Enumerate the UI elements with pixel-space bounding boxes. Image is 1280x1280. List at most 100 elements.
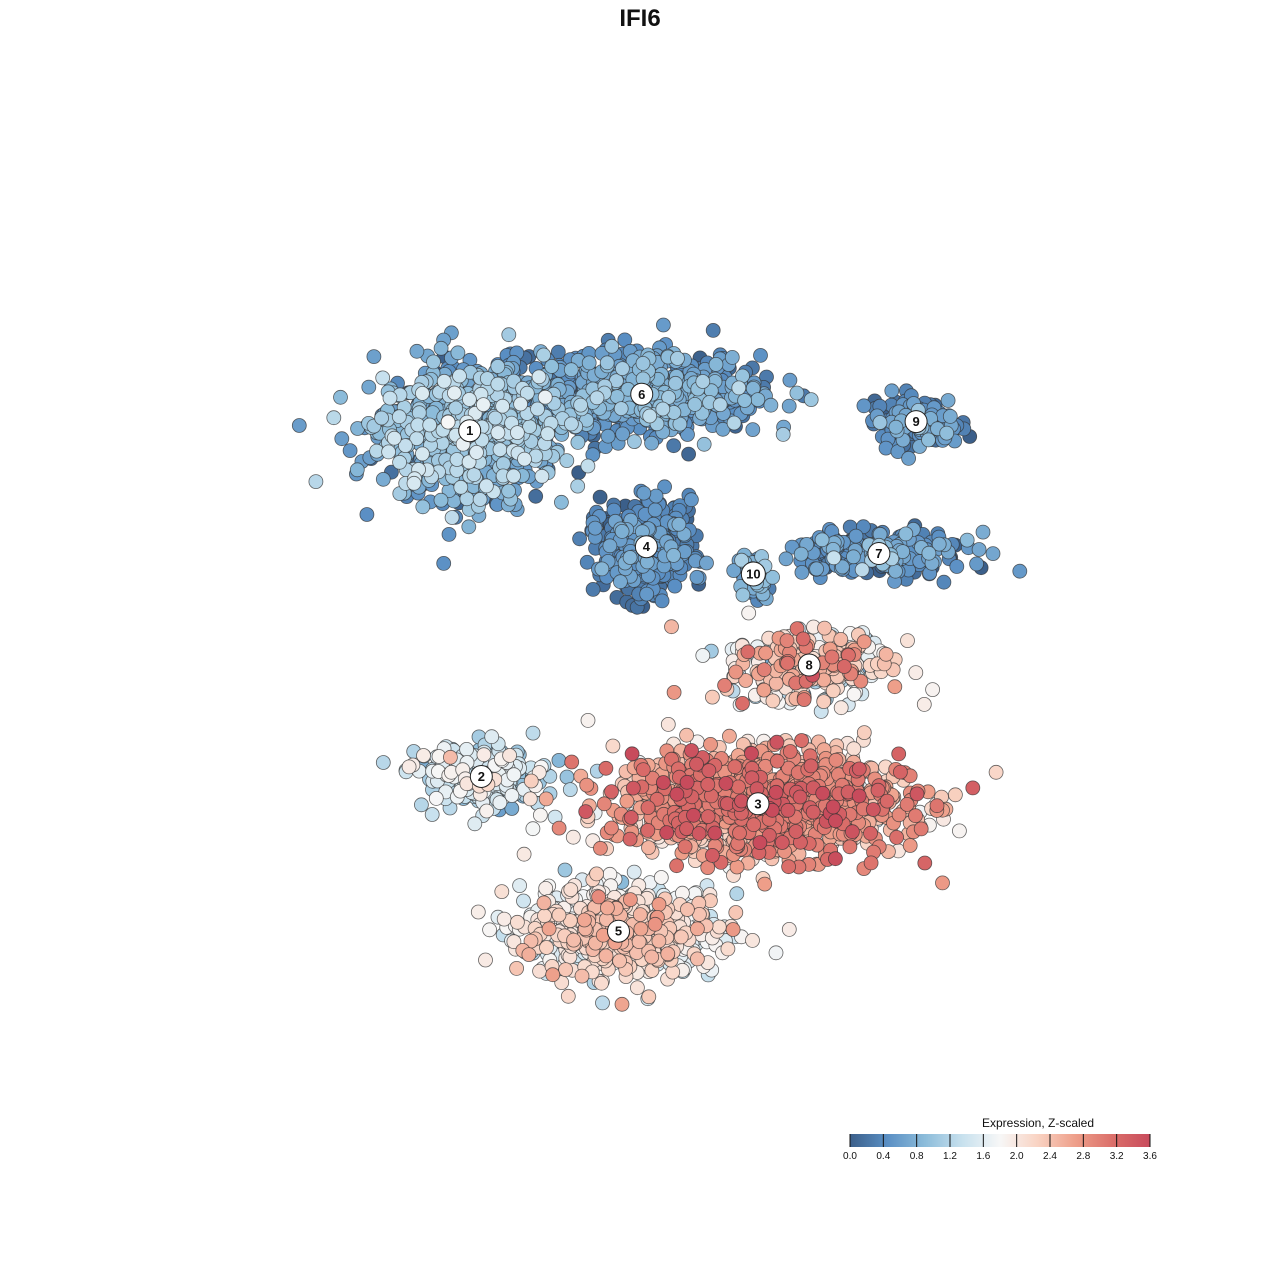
scatter-point bbox=[660, 946, 676, 962]
scatter-point bbox=[513, 396, 528, 412]
scatter-point bbox=[531, 369, 547, 385]
scatter-point bbox=[626, 864, 642, 880]
scatter-point bbox=[537, 389, 553, 405]
scatter-point bbox=[679, 727, 694, 743]
scatter-point bbox=[475, 397, 491, 413]
scatter-point bbox=[724, 349, 740, 365]
scatter-point bbox=[577, 912, 592, 928]
scatter-point bbox=[579, 554, 595, 570]
scatter-point bbox=[349, 462, 365, 478]
scatter-point bbox=[726, 415, 742, 431]
scatter-point bbox=[720, 941, 736, 957]
scatter-point bbox=[534, 468, 550, 484]
scatter-point bbox=[442, 749, 458, 765]
scatter-point bbox=[729, 886, 745, 902]
scatter-point bbox=[971, 542, 987, 557]
scatter-point bbox=[587, 520, 603, 536]
scatter-point bbox=[545, 967, 561, 983]
scatter-point bbox=[647, 502, 663, 518]
scatter-point bbox=[484, 729, 500, 745]
scatter-point bbox=[334, 431, 350, 447]
scatter-point bbox=[666, 685, 682, 700]
scatter-point bbox=[492, 795, 508, 810]
scatter-point bbox=[908, 665, 924, 680]
scatter-point bbox=[440, 414, 456, 430]
scatter-point bbox=[687, 396, 703, 412]
scatter-point bbox=[835, 559, 850, 575]
scatter-point bbox=[639, 586, 655, 602]
scatter-point bbox=[664, 619, 679, 635]
scatter-point bbox=[512, 878, 527, 893]
scatter-point bbox=[509, 961, 524, 976]
scatter-point bbox=[478, 478, 494, 494]
scatter-point bbox=[564, 416, 579, 432]
scatter-point bbox=[782, 372, 798, 388]
scatter-point bbox=[666, 438, 682, 454]
scatter-point bbox=[633, 921, 649, 937]
scatter-point bbox=[510, 425, 525, 441]
scatter-point bbox=[900, 633, 915, 648]
scatter-point bbox=[406, 475, 422, 491]
scatter-point bbox=[472, 492, 488, 507]
scatter-point bbox=[644, 435, 659, 451]
scatter-point bbox=[613, 574, 628, 590]
scatter-point bbox=[580, 713, 596, 728]
scatter-point bbox=[599, 355, 615, 371]
scatter-point bbox=[731, 380, 747, 396]
scatter-point bbox=[476, 747, 492, 763]
scatter-point bbox=[654, 593, 670, 609]
scatter-point bbox=[516, 846, 532, 862]
scatter-point bbox=[684, 492, 699, 508]
scatter-point bbox=[653, 870, 669, 885]
scatter-point bbox=[459, 742, 475, 757]
scatter-point bbox=[580, 458, 596, 474]
scatter-point bbox=[656, 317, 671, 333]
scatter-point bbox=[848, 528, 864, 544]
scatter-point bbox=[551, 753, 567, 768]
scatter-point bbox=[969, 556, 984, 572]
scatter-point bbox=[942, 408, 958, 424]
scatter-point bbox=[680, 427, 695, 442]
scatter-point bbox=[647, 916, 663, 932]
scatter-point bbox=[975, 524, 991, 540]
scatter-point bbox=[642, 408, 658, 424]
scatter-point bbox=[846, 686, 862, 702]
scatter-point bbox=[705, 322, 721, 338]
scatter-point bbox=[450, 345, 466, 361]
scatter-point bbox=[560, 988, 576, 1004]
scatter-point bbox=[525, 821, 541, 837]
scatter-point bbox=[409, 343, 425, 359]
scatter-point bbox=[735, 587, 751, 603]
scatter-point bbox=[833, 700, 849, 716]
scatter-point bbox=[641, 989, 657, 1005]
scatter-point bbox=[846, 741, 862, 757]
scatter-point bbox=[825, 683, 841, 699]
scatter-point bbox=[605, 738, 621, 754]
scatter-point bbox=[361, 379, 377, 395]
scatter-point bbox=[794, 565, 810, 580]
scatter-point bbox=[501, 327, 517, 343]
scatter-point bbox=[528, 488, 544, 504]
scatter-point bbox=[496, 911, 512, 927]
scatter-point bbox=[884, 383, 900, 399]
scatter-point bbox=[479, 803, 495, 819]
scatter-point bbox=[789, 385, 805, 401]
scatter-point bbox=[781, 922, 797, 937]
scatter-point bbox=[803, 392, 819, 408]
scatter-point bbox=[562, 782, 578, 797]
scatter-point bbox=[814, 532, 830, 548]
scatter-point bbox=[985, 546, 1001, 561]
scatter-point bbox=[768, 945, 784, 961]
scatter-point bbox=[392, 454, 408, 470]
scatter-point bbox=[536, 347, 551, 363]
scatter-point bbox=[670, 350, 685, 366]
scatter-point bbox=[878, 646, 894, 662]
scatter-point bbox=[690, 921, 705, 937]
scatter-point bbox=[490, 425, 506, 441]
scatter-point bbox=[490, 376, 506, 392]
scatter-point bbox=[641, 840, 656, 855]
scatter-point bbox=[921, 545, 937, 561]
scatter-point bbox=[846, 549, 861, 565]
scatter-point bbox=[715, 421, 731, 437]
scatter-point bbox=[478, 952, 493, 968]
